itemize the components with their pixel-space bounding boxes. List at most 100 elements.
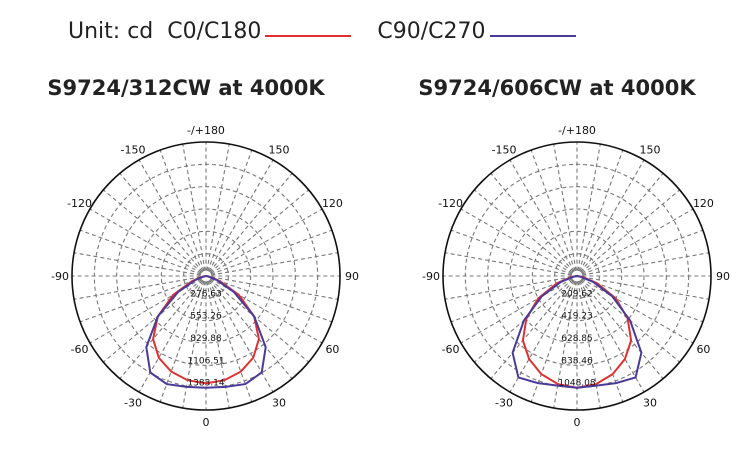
angle-tick-label: 150: [640, 144, 661, 157]
grid-spoke: [210, 229, 333, 275]
legend-line-icon: [265, 35, 352, 37]
angle-tick-label: 120: [693, 197, 714, 210]
grid-spoke: [530, 280, 576, 403]
angle-tick-label: 0: [203, 416, 210, 429]
grid-ring: [531, 230, 623, 322]
angle-tick-label: 60: [325, 343, 339, 356]
radial-tick-label: 1383.14: [187, 379, 224, 389]
radial-tick-label: 1048.08: [558, 379, 595, 389]
grid-spoke: [580, 279, 664, 380]
grid-spoke: [211, 276, 339, 300]
polar-plot: -/+180 150 120 90 60 30 0 -30 -60 -90 -120 -150 209.…: [422, 124, 730, 429]
legend-entry-label: C0/C180: [167, 18, 262, 44]
legend-entry-c0: C0/C180: [167, 18, 352, 44]
grid-ring: [138, 208, 274, 344]
grid-spoke: [102, 189, 203, 273]
grid-spoke: [581, 229, 704, 275]
grid-spoke: [73, 252, 201, 276]
radial-tick-label: 209.62: [561, 289, 593, 299]
grid-spoke: [581, 208, 694, 274]
angle-tick-label: -/+180: [187, 124, 225, 137]
angle-tick-label: 90: [345, 270, 359, 283]
grid-spoke: [102, 279, 203, 363]
grid-spoke: [490, 279, 574, 380]
grid-spoke: [208, 159, 274, 272]
legend-line-icon: [489, 35, 576, 37]
grid-spoke: [553, 281, 577, 409]
grid-spoke: [159, 280, 205, 403]
grid-spoke: [577, 143, 601, 271]
grid-spoke: [208, 280, 274, 393]
grid-spoke: [579, 159, 645, 272]
angle-tick-label: 60: [696, 343, 710, 356]
grid-spoke: [209, 279, 310, 363]
series-curve: [152, 274, 260, 385]
grid-spoke: [210, 277, 333, 323]
radial-tick-label: 553.26: [190, 312, 222, 322]
legend: Unit: cd C0/C180 C90/C270: [68, 16, 576, 46]
grid-spoke: [138, 280, 204, 393]
grid-spoke: [490, 172, 574, 273]
polar-plot: -/+180 150 120 90 60 30 0 -30 -60 -90 -120 -150 276.…: [51, 124, 359, 429]
legend-entry-c90: C90/C270: [377, 19, 576, 44]
angle-tick-label: 150: [269, 144, 290, 157]
grid-spoke: [209, 172, 293, 273]
grid-spoke: [159, 149, 205, 272]
grid-spoke: [579, 280, 645, 393]
grid-spoke: [206, 143, 230, 271]
chart-title: S9724/312CW at 4000K: [47, 76, 325, 100]
grid-ring: [487, 186, 667, 366]
grid-spoke: [211, 252, 339, 276]
grid-ring: [160, 230, 252, 322]
grid-spoke: [582, 252, 710, 276]
grid-ring: [116, 186, 296, 366]
grid-spoke: [450, 229, 573, 275]
grid-spoke: [182, 281, 206, 409]
angle-tick-label: 30: [272, 396, 286, 409]
grid-spoke: [119, 279, 203, 380]
grid-spoke: [79, 229, 202, 275]
grid-spoke: [553, 143, 577, 271]
series-curve: [145, 274, 267, 389]
radial-tick-label: 276.63: [190, 289, 222, 299]
polar-chart-left: S9724/312CW at 4000K -/+180 150 120 90 60 30 0…: [0, 68, 372, 468]
angle-tick-label: -/+180: [558, 124, 596, 137]
angle-tick-label: 90: [716, 270, 730, 283]
radial-tick-label: 628.85: [561, 334, 593, 344]
grid-ring: [509, 208, 645, 344]
grid-spoke: [578, 280, 624, 403]
grid-spoke: [182, 143, 206, 271]
grid-spoke: [79, 277, 202, 323]
outer-ring: [71, 141, 341, 411]
grid-spoke: [207, 280, 253, 403]
grid-spoke: [473, 189, 574, 273]
radial-tick-label: 838.46: [561, 356, 593, 366]
grid-spoke: [209, 189, 310, 273]
chart-title: S9724/606CW at 4000K: [418, 76, 696, 100]
grid-spoke: [580, 189, 681, 273]
angle-tick-label: -60: [442, 343, 460, 356]
grid-spoke: [509, 280, 575, 393]
angle-tick-label: -150: [492, 144, 517, 157]
grid-spoke: [209, 279, 293, 380]
grid-spoke: [460, 208, 573, 274]
grid-spoke: [450, 277, 573, 323]
grid-spoke: [138, 159, 204, 272]
angle-tick-label: -120: [67, 197, 92, 210]
grid-spoke: [210, 208, 323, 274]
radial-tick-label: 829.88: [190, 334, 222, 344]
angle-tick-label: -30: [495, 396, 513, 409]
grid-spoke: [460, 278, 573, 344]
legend-unit-label: Unit: cd: [68, 18, 154, 44]
angle-tick-label: -30: [124, 396, 142, 409]
grid-spoke: [89, 208, 202, 274]
grid-spoke: [578, 149, 624, 272]
grid-spoke: [119, 172, 203, 273]
angle-tick-label: 30: [643, 396, 657, 409]
series-curve: [511, 274, 643, 389]
radial-tick-label: 419.23: [561, 312, 593, 322]
outer-ring: [442, 141, 712, 411]
angle-tick-label: 120: [322, 197, 343, 210]
polar-chart-right: S9724/606CW at 4000K -/+180 150 120 90 60 30 0…: [371, 68, 743, 468]
grid-spoke: [581, 277, 704, 323]
